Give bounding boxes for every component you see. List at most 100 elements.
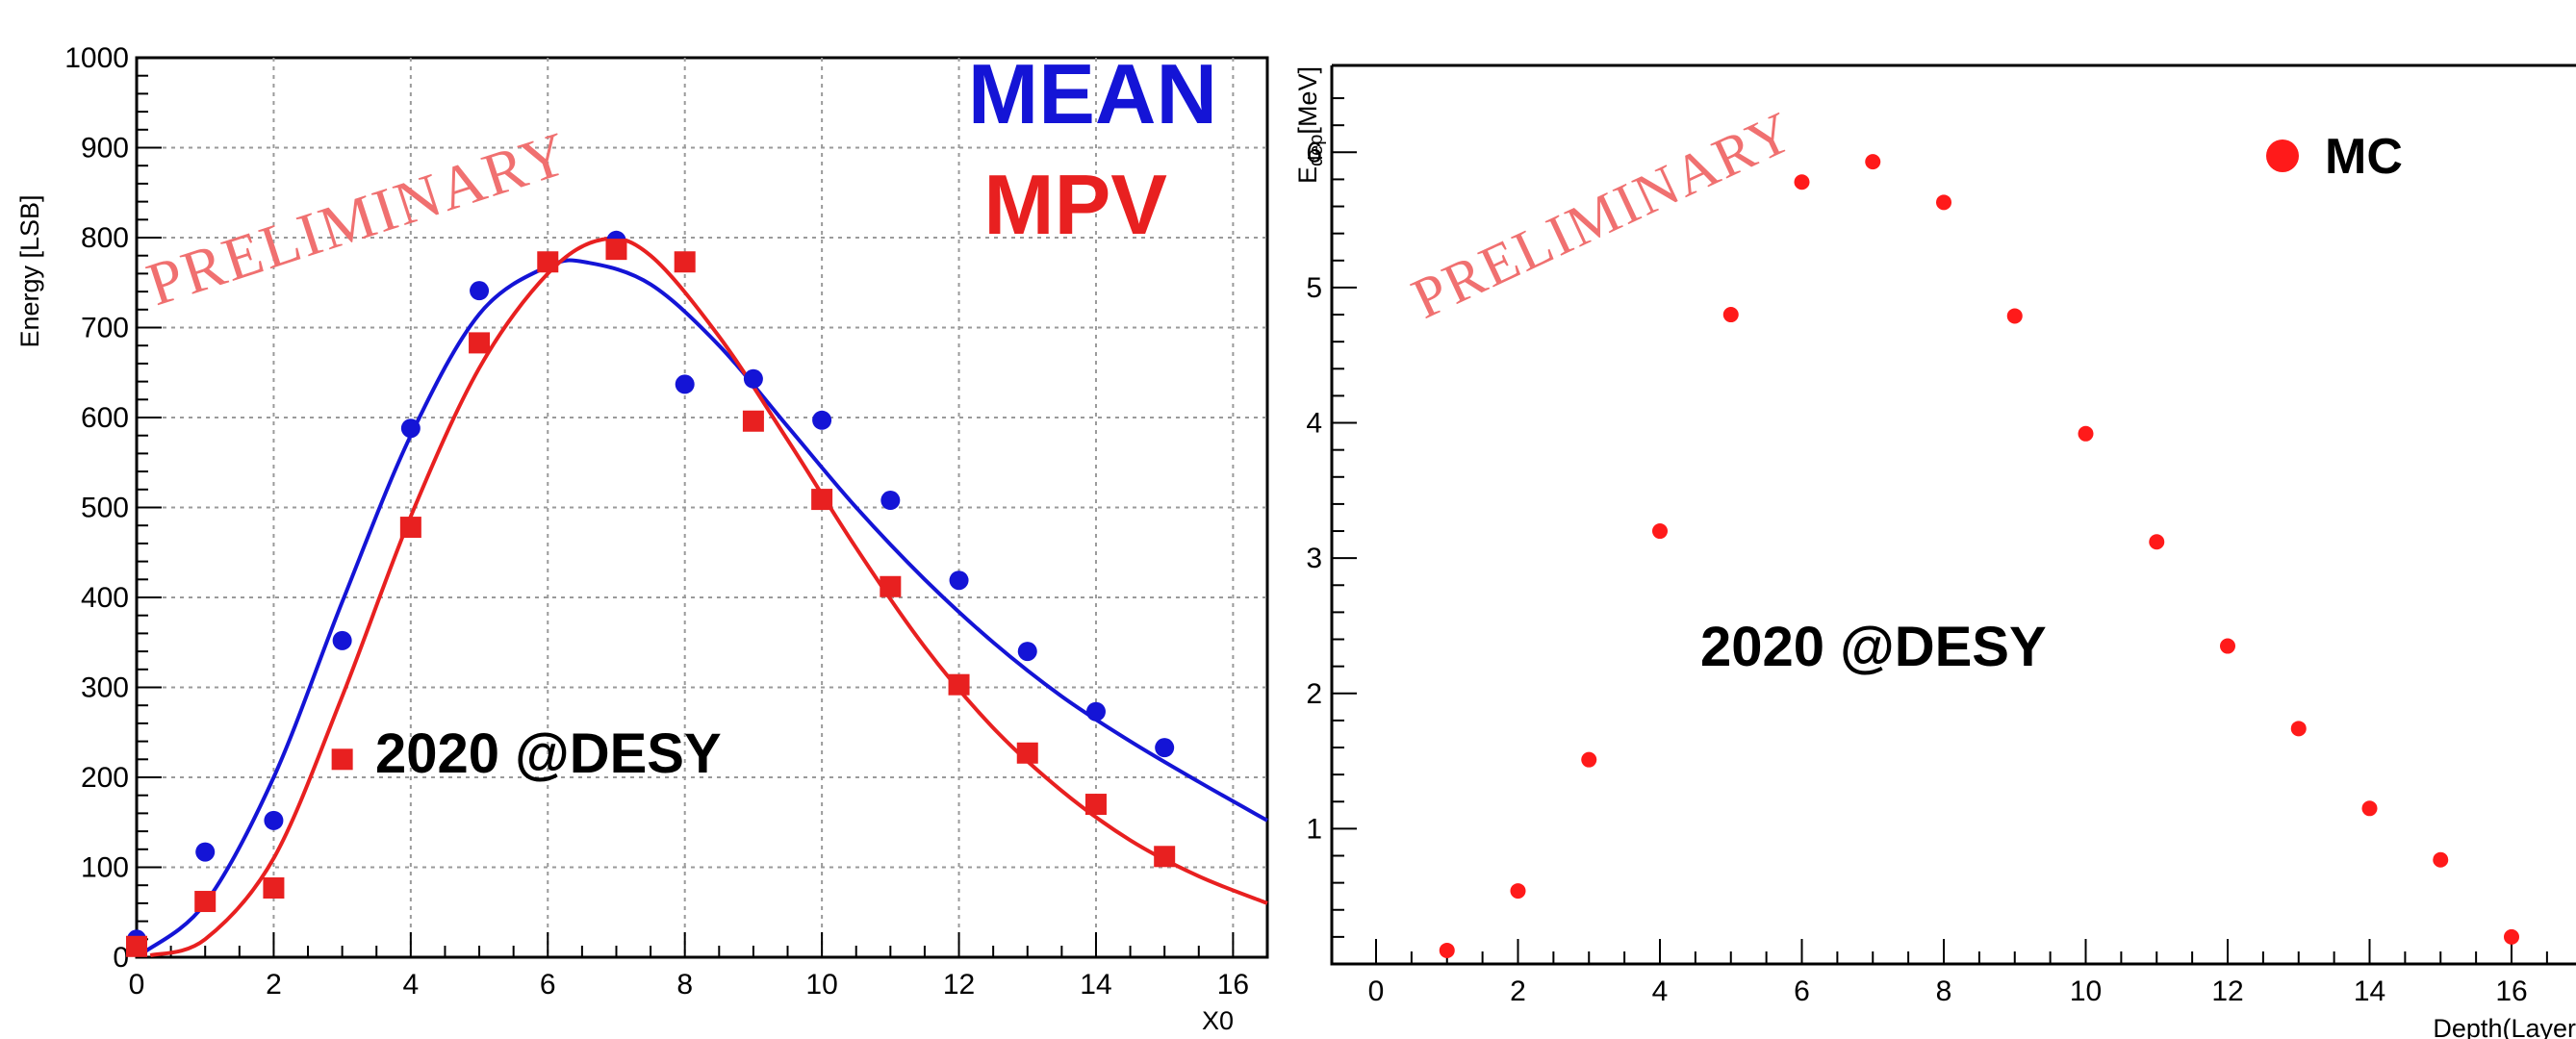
- point-mpv: [469, 332, 491, 354]
- left-y-tick-label: 500: [81, 493, 129, 524]
- left-x-tick-labels: 0 2 4 6 8 10 12 14 16: [129, 969, 1249, 1001]
- right-y-tick-label: 6: [1306, 137, 1322, 168]
- point-mc: [2006, 308, 2023, 324]
- point-mc: [2220, 638, 2235, 654]
- left-x-tick-label: 12: [943, 969, 975, 1001]
- right-x-tick-label: 6: [1794, 976, 1810, 1007]
- left-y-tick-label: 300: [81, 672, 129, 704]
- left-y-tick-label: 800: [81, 222, 129, 254]
- right-y-tick-labels: 1 2 3 4 5 6: [1306, 137, 1322, 845]
- point-mpv: [674, 251, 696, 273]
- point-mc: [2290, 721, 2307, 737]
- right-x-tick-label: 8: [1936, 976, 1952, 1007]
- point-mean: [195, 842, 216, 862]
- left-x-axis-title: X0: [1202, 1006, 1234, 1035]
- point-mc: [1865, 154, 1881, 170]
- right-axis-ticks: [1332, 97, 2548, 964]
- point-mpv: [126, 935, 147, 957]
- left-y-tick-label: 1000: [64, 42, 129, 74]
- point-mpv: [331, 748, 353, 771]
- right-x-tick-label: 16: [2495, 976, 2527, 1007]
- point-mc: [1439, 942, 1455, 958]
- point-mean: [949, 570, 969, 591]
- left-x-tick-label: 8: [676, 969, 693, 1001]
- left-y-tick-label: 600: [81, 402, 129, 434]
- point-mpv: [742, 410, 764, 432]
- svg-text:Edep[MeV]: Edep[MeV]: [1293, 66, 1327, 184]
- point-mean: [743, 368, 763, 389]
- left-fit-lines: [141, 236, 1268, 958]
- point-mean: [332, 630, 352, 650]
- left-y-tick-label: 400: [81, 582, 129, 614]
- right-y-axis-title-unit: [MeV]: [1293, 66, 1322, 135]
- right-beamtest-label: 2020 @DESY: [1700, 616, 2047, 678]
- energy-vs-x0-chart: 0 2 4 6 8 10 12 14 16 0 100 200 300 400 500 600 700 800 9…: [15, 42, 1269, 1035]
- fit-line-mean: [141, 258, 1268, 954]
- left-beamtest-label: 2020 @DESY: [375, 722, 722, 785]
- legend-mpv: MPV: [983, 157, 1167, 252]
- point-mpv: [880, 575, 902, 597]
- left-x-tick-label: 14: [1080, 969, 1111, 1001]
- point-mean: [400, 418, 421, 439]
- point-mean: [1155, 738, 1175, 758]
- point-mpv: [605, 239, 627, 261]
- right-x-tick-labels: 0 2 4 6 8 10 12 14 16: [1368, 976, 2528, 1007]
- point-mc: [1936, 194, 1951, 211]
- left-y-axis-title: Energy [LSB]: [15, 194, 44, 347]
- right-x-tick-label: 14: [2354, 976, 2385, 1007]
- point-mpv: [1016, 742, 1038, 764]
- point-mpv: [811, 489, 833, 511]
- right-data-points: [1439, 154, 2519, 958]
- right-y-axis-title-sub: dep: [1306, 135, 1327, 166]
- left-y-tick-label: 200: [81, 762, 129, 794]
- right-x-tick-label: 12: [2211, 976, 2243, 1007]
- point-mc: [1581, 751, 1597, 768]
- left-x-tick-label: 10: [805, 969, 837, 1001]
- left-x-tick-label: 16: [1217, 969, 1249, 1001]
- right-plot-axes: [1330, 65, 2576, 966]
- point-mpv: [537, 251, 559, 273]
- point-mpv: [263, 877, 285, 900]
- left-preliminary-watermark: PRELIMINARY: [139, 118, 576, 318]
- point-mc: [2433, 851, 2449, 868]
- legend-mc-marker: [2266, 139, 2299, 172]
- right-y-tick-label: 4: [1306, 408, 1322, 440]
- right-y-tick-label: 2: [1306, 678, 1322, 710]
- point-mpv: [1084, 794, 1107, 816]
- right-preliminary-watermark: PRELIMINARY: [1403, 99, 1803, 331]
- point-mpv: [399, 517, 421, 539]
- point-mc: [2504, 928, 2519, 945]
- right-x-axis-title: Depth(Layer: [2433, 1014, 2576, 1039]
- left-y-tick-labels: 0 100 200 300 400 500 600 700 800 900 1000: [64, 42, 129, 974]
- point-mean: [1017, 642, 1037, 662]
- left-x-tick-label: 4: [403, 969, 420, 1001]
- left-data-points: [126, 230, 1176, 957]
- right-x-tick-label: 2: [1510, 976, 1526, 1007]
- right-x-tick-label: 0: [1368, 976, 1385, 1007]
- point-mean: [470, 281, 490, 301]
- left-y-tick-label: 700: [81, 313, 129, 344]
- point-mc: [1794, 174, 1810, 190]
- point-mpv: [1154, 846, 1176, 868]
- right-y-axis-title: Edep[MeV]: [1293, 66, 1327, 184]
- right-y-tick-label: 5: [1306, 272, 1322, 304]
- point-mean: [675, 374, 695, 394]
- left-x-tick-label: 0: [129, 969, 145, 1001]
- left-y-tick-label: 900: [81, 133, 129, 165]
- right-y-tick-label: 3: [1306, 543, 1322, 574]
- left-x-tick-label: 6: [540, 969, 556, 1001]
- point-mc: [1722, 307, 1739, 323]
- legend-mc: MC: [2325, 129, 2403, 185]
- right-x-tick-label: 4: [1652, 976, 1669, 1007]
- point-mc: [2361, 800, 2378, 817]
- right-y-axis-title-main: E: [1293, 166, 1322, 184]
- left-y-tick-label: 100: [81, 852, 129, 884]
- right-y-tick-label: 1: [1306, 813, 1322, 845]
- point-mean: [880, 491, 901, 511]
- right-x-tick-label: 10: [2070, 976, 2102, 1007]
- left-axis-ticks: [136, 57, 1268, 958]
- left-x-tick-label: 2: [266, 969, 282, 1001]
- left-y-tick-label: 0: [113, 942, 129, 974]
